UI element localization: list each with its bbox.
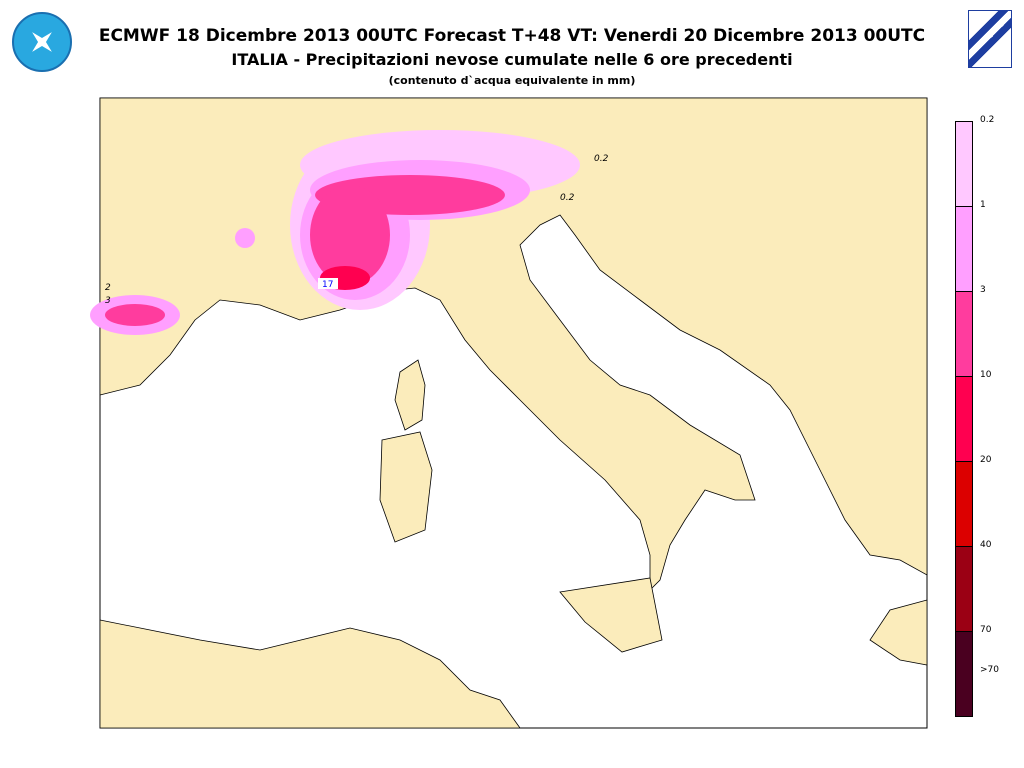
greece (869, 599, 928, 666)
legend-swatch (955, 631, 973, 717)
legend-swatch (955, 206, 973, 292)
legend-label: 1 (980, 200, 986, 210)
sicily (559, 577, 663, 653)
legend-label: 40 (980, 540, 992, 550)
legend-swatch (955, 121, 973, 207)
legend-label: >70 (980, 665, 999, 675)
sardinia (379, 431, 433, 543)
legend-swatch (955, 461, 973, 547)
legend-swatch (955, 291, 973, 377)
africa (99, 619, 521, 729)
legend-swatch (955, 376, 973, 462)
legend-label: 70 (980, 625, 992, 635)
title-line-2: ITALIA - Precipitazioni nevose cumulate … (231, 50, 793, 69)
legend-swatch (955, 546, 973, 632)
title-line-1: ECMWF 18 Dicembre 2013 00UTC Forecast T+… (98, 26, 926, 46)
contour-label: 0.2 (594, 154, 609, 164)
corsica (394, 359, 426, 431)
title-line-3: (contenuto d`acqua equivalente in mm) (388, 74, 636, 87)
legend-label: 10 (980, 370, 992, 380)
snow-precipitation (90, 130, 580, 335)
legend-label: 20 (980, 455, 992, 465)
contour-label: 0.2 (560, 193, 575, 203)
cnmca-logo (968, 10, 1012, 68)
legend-label: 0.2 (980, 115, 995, 125)
contour-label: 3 (105, 296, 111, 306)
contour-label: 2 (105, 283, 111, 293)
left-emblem-logo (12, 12, 72, 72)
legend-label: 3 (980, 285, 986, 295)
max-value-label: 17 (322, 280, 333, 290)
